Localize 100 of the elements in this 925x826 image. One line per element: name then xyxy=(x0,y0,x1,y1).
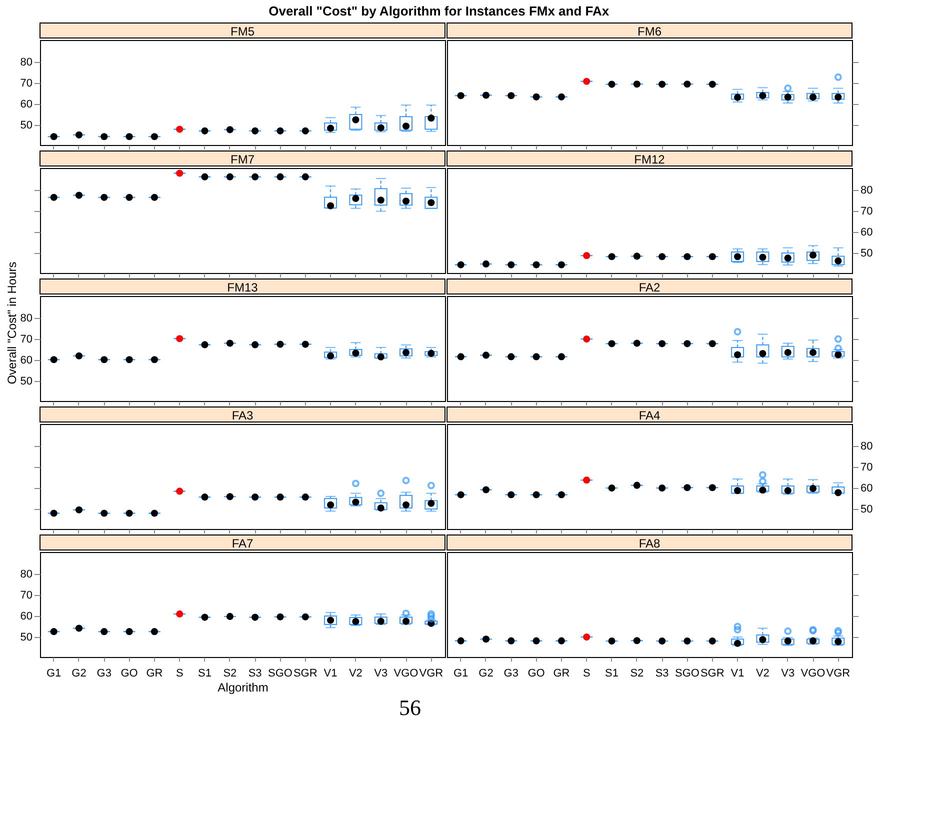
x-tick-label: G2 xyxy=(72,668,86,680)
point xyxy=(834,489,842,496)
text: Overall "Cost" by Algorithm for Instances FMx and FAx xyxy=(268,4,610,18)
point xyxy=(252,494,259,501)
point xyxy=(50,510,58,517)
point xyxy=(482,636,490,643)
point xyxy=(100,356,108,364)
x-tick-label: SGO xyxy=(675,668,700,680)
point xyxy=(75,192,83,199)
y-tick-label: 80 xyxy=(20,312,32,325)
point xyxy=(75,506,83,514)
point xyxy=(150,628,158,636)
x-tick-label: G3 xyxy=(504,668,518,680)
point xyxy=(708,484,716,492)
y-tick-label: 70 xyxy=(20,78,32,90)
chart-title: FM13 xyxy=(227,280,258,294)
y-tick-label: 70 xyxy=(860,206,873,218)
text: 56 xyxy=(399,695,421,720)
point xyxy=(176,610,184,618)
x-tick-label: VGO xyxy=(394,668,419,680)
point xyxy=(126,194,133,201)
point xyxy=(508,353,515,360)
chart-title: FA2 xyxy=(638,280,660,294)
point xyxy=(482,260,490,268)
point xyxy=(252,127,259,134)
point xyxy=(583,252,590,260)
point xyxy=(50,356,58,364)
point xyxy=(658,340,666,348)
point xyxy=(532,491,540,498)
point xyxy=(784,638,792,645)
point xyxy=(276,127,284,134)
point xyxy=(558,93,565,100)
x-tick-label: V3 xyxy=(781,668,795,680)
point xyxy=(608,484,616,492)
point xyxy=(201,614,208,621)
x-tick-label: GR xyxy=(553,668,570,680)
x-tick-label: S xyxy=(582,668,590,680)
x-tick-label: S1 xyxy=(605,668,618,680)
point xyxy=(201,494,208,501)
y-tick-label: 50 xyxy=(20,376,32,388)
point xyxy=(377,504,384,512)
point xyxy=(126,356,133,364)
y-tick-label: 70 xyxy=(860,462,873,474)
point xyxy=(759,486,766,494)
point xyxy=(633,637,640,644)
y-tick-label: 50 xyxy=(20,632,32,644)
point xyxy=(708,253,716,260)
point xyxy=(608,638,616,645)
point xyxy=(608,340,616,348)
point xyxy=(100,628,108,636)
point xyxy=(302,127,309,134)
point xyxy=(482,486,490,494)
point xyxy=(734,94,742,101)
point xyxy=(176,488,184,495)
point xyxy=(633,340,640,347)
chart-title: FM7 xyxy=(230,152,255,166)
y-tick-label: 60 xyxy=(20,98,32,111)
x-tick-label: V2 xyxy=(756,668,770,680)
point xyxy=(252,614,259,621)
chart-title: FA3 xyxy=(232,408,254,422)
x-tick-label: S2 xyxy=(223,668,237,680)
point xyxy=(508,491,515,498)
y-tick-label: 50 xyxy=(860,248,873,260)
x-tick-label: GR xyxy=(146,668,163,680)
point xyxy=(558,637,565,644)
point xyxy=(75,624,83,632)
point xyxy=(583,78,590,85)
point xyxy=(75,352,83,360)
x-tick-label: V1 xyxy=(324,668,338,680)
point xyxy=(558,261,565,268)
chart-title: FM5 xyxy=(230,24,255,38)
point xyxy=(252,341,259,348)
point xyxy=(708,340,716,348)
x-tick-label: S1 xyxy=(198,668,212,680)
y-tick-label: 60 xyxy=(20,610,32,623)
point xyxy=(50,628,58,636)
point xyxy=(50,194,58,201)
point xyxy=(834,351,842,358)
point xyxy=(276,494,284,501)
point xyxy=(276,340,284,348)
x-axis-title: Algorithm xyxy=(218,680,268,694)
point xyxy=(583,634,590,641)
point xyxy=(457,353,464,360)
x-tick-label: S2 xyxy=(630,668,644,680)
point xyxy=(482,352,490,359)
point xyxy=(457,261,464,268)
x-tick-label: G1 xyxy=(453,668,468,680)
point xyxy=(150,133,158,140)
point xyxy=(302,173,309,180)
point xyxy=(708,80,716,88)
y-tick-label: 60 xyxy=(860,226,873,239)
point xyxy=(558,353,565,360)
point xyxy=(226,493,234,500)
point xyxy=(532,353,540,360)
point xyxy=(658,253,666,260)
point xyxy=(327,352,334,360)
point xyxy=(708,638,716,645)
point xyxy=(482,92,490,99)
chart-title: FA7 xyxy=(232,536,254,550)
y-tick-label: 50 xyxy=(20,120,32,132)
